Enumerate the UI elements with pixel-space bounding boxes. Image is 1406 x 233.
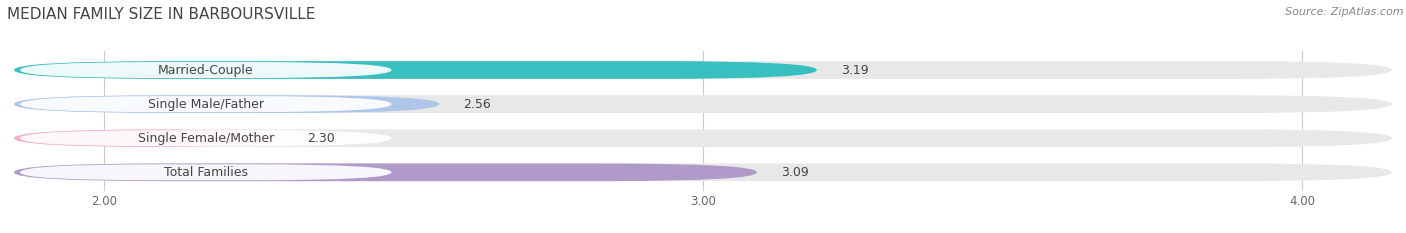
FancyBboxPatch shape [14, 61, 817, 79]
Text: 3.19: 3.19 [841, 64, 869, 76]
Text: Married-Couple: Married-Couple [157, 64, 253, 76]
FancyBboxPatch shape [20, 164, 391, 180]
Text: Total Families: Total Families [163, 166, 247, 179]
FancyBboxPatch shape [14, 163, 1392, 181]
FancyBboxPatch shape [14, 129, 1392, 147]
FancyBboxPatch shape [20, 130, 391, 146]
Text: Source: ZipAtlas.com: Source: ZipAtlas.com [1285, 7, 1403, 17]
Text: MEDIAN FAMILY SIZE IN BARBOURSVILLE: MEDIAN FAMILY SIZE IN BARBOURSVILLE [7, 7, 315, 22]
FancyBboxPatch shape [14, 129, 284, 147]
Text: 2.30: 2.30 [308, 132, 336, 145]
Text: Single Male/Father: Single Male/Father [148, 98, 264, 111]
FancyBboxPatch shape [14, 61, 1392, 79]
Text: 2.56: 2.56 [464, 98, 491, 111]
FancyBboxPatch shape [14, 95, 1392, 113]
FancyBboxPatch shape [14, 95, 440, 113]
Text: 3.09: 3.09 [780, 166, 808, 179]
FancyBboxPatch shape [14, 163, 756, 181]
FancyBboxPatch shape [20, 96, 391, 112]
FancyBboxPatch shape [20, 62, 391, 78]
Text: Single Female/Mother: Single Female/Mother [138, 132, 274, 145]
